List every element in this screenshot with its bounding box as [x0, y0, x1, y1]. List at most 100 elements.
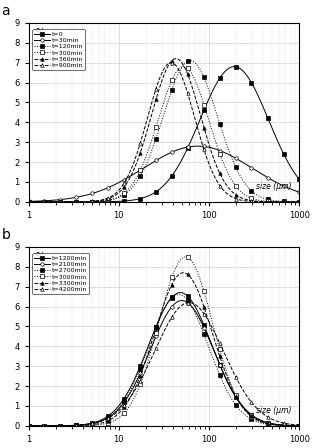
Line: t=3300min: t=3300min [27, 271, 301, 427]
Line: t=0: t=0 [27, 65, 301, 203]
t=0 [27, 199, 30, 204]
t=2100min [231, 389, 235, 394]
Text: b: b [2, 228, 10, 241]
t=2100min [297, 423, 301, 428]
t=900min [149, 103, 153, 108]
Line: t=900min: t=900min [27, 61, 301, 203]
t=900min [169, 60, 173, 65]
t=3000min [208, 310, 212, 315]
t=2700min [208, 347, 212, 353]
t=3300min [149, 341, 153, 347]
t=300min [149, 140, 153, 145]
t=300min [208, 121, 212, 126]
t=120min [186, 58, 190, 64]
t=3000min [231, 386, 235, 392]
t=3300min [96, 421, 100, 426]
t=30min [231, 154, 235, 159]
t=4200min [74, 422, 78, 428]
Text: %: % [35, 28, 44, 38]
t=30min [96, 189, 100, 194]
Text: size (μm): size (μm) [256, 182, 291, 191]
t=3000min [183, 254, 187, 259]
t=2700min [231, 398, 235, 404]
t=360min [149, 114, 153, 120]
t=4200min [186, 300, 190, 305]
t=2700min [149, 338, 153, 343]
t=3300min [27, 423, 30, 428]
t=2100min [96, 419, 100, 425]
Line: t=1200min: t=1200min [27, 291, 301, 427]
t=2100min [74, 422, 78, 428]
t=2700min [187, 299, 191, 304]
t=120min [188, 58, 192, 63]
t=360min [297, 199, 301, 204]
t=3300min [182, 270, 186, 276]
Line: t=30min: t=30min [27, 144, 301, 203]
t=900min [297, 199, 301, 204]
t=1200min [231, 390, 235, 395]
t=300min [187, 67, 191, 72]
t=3300min [208, 322, 212, 327]
t=0 [232, 64, 236, 69]
t=30min [74, 194, 78, 200]
t=300min [96, 198, 100, 204]
t=1200min [74, 422, 78, 428]
t=4200min [149, 356, 153, 362]
t=360min [174, 56, 178, 61]
t=0 [297, 177, 301, 182]
Line: t=4200min: t=4200min [27, 301, 301, 427]
t=120min [74, 199, 78, 204]
t=1200min [27, 423, 30, 428]
t=360min [187, 74, 191, 79]
t=120min [149, 150, 153, 155]
t=4200min [96, 419, 100, 425]
t=2700min [27, 423, 30, 428]
t=0 [230, 64, 234, 69]
t=900min [96, 198, 100, 203]
t=1200min [187, 294, 191, 300]
t=0 [149, 192, 153, 198]
t=3000min [149, 349, 153, 354]
t=360min [27, 199, 30, 204]
t=30min [149, 161, 153, 166]
t=0 [208, 95, 211, 100]
t=120min [231, 158, 235, 164]
t=3000min [27, 423, 30, 428]
t=2100min [180, 298, 184, 303]
Line: t=2100min: t=2100min [27, 299, 301, 427]
Text: size (μm): size (μm) [256, 406, 291, 415]
t=1200min [96, 418, 100, 424]
t=3000min [297, 423, 301, 428]
t=3300min [74, 423, 78, 428]
t=3000min [96, 422, 100, 427]
t=1200min [208, 337, 212, 342]
t=2700min [297, 423, 301, 428]
t=30min [208, 145, 212, 150]
t=30min [27, 199, 30, 204]
t=4200min [297, 422, 301, 428]
t=900min [187, 94, 191, 99]
t=2100min [208, 338, 212, 344]
t=900min [74, 199, 78, 204]
t=3000min [74, 423, 78, 428]
t=2700min [177, 292, 181, 297]
t=30min [186, 144, 190, 150]
t=300min [74, 199, 78, 204]
t=3300min [187, 272, 191, 278]
t=2700min [74, 423, 78, 428]
t=900min [27, 199, 30, 204]
Text: %: % [35, 252, 44, 262]
t=3000min [187, 255, 191, 260]
Line: t=300min: t=300min [27, 65, 301, 203]
t=2100min [149, 345, 153, 351]
t=300min [27, 199, 30, 204]
t=0 [74, 199, 78, 204]
t=120min [27, 199, 30, 204]
t=2100min [27, 423, 30, 428]
t=1200min [149, 336, 153, 342]
t=4200min [231, 369, 235, 374]
t=900min [208, 164, 212, 169]
t=300min [231, 179, 235, 185]
t=3300min [231, 388, 235, 393]
Text: a: a [2, 4, 10, 17]
